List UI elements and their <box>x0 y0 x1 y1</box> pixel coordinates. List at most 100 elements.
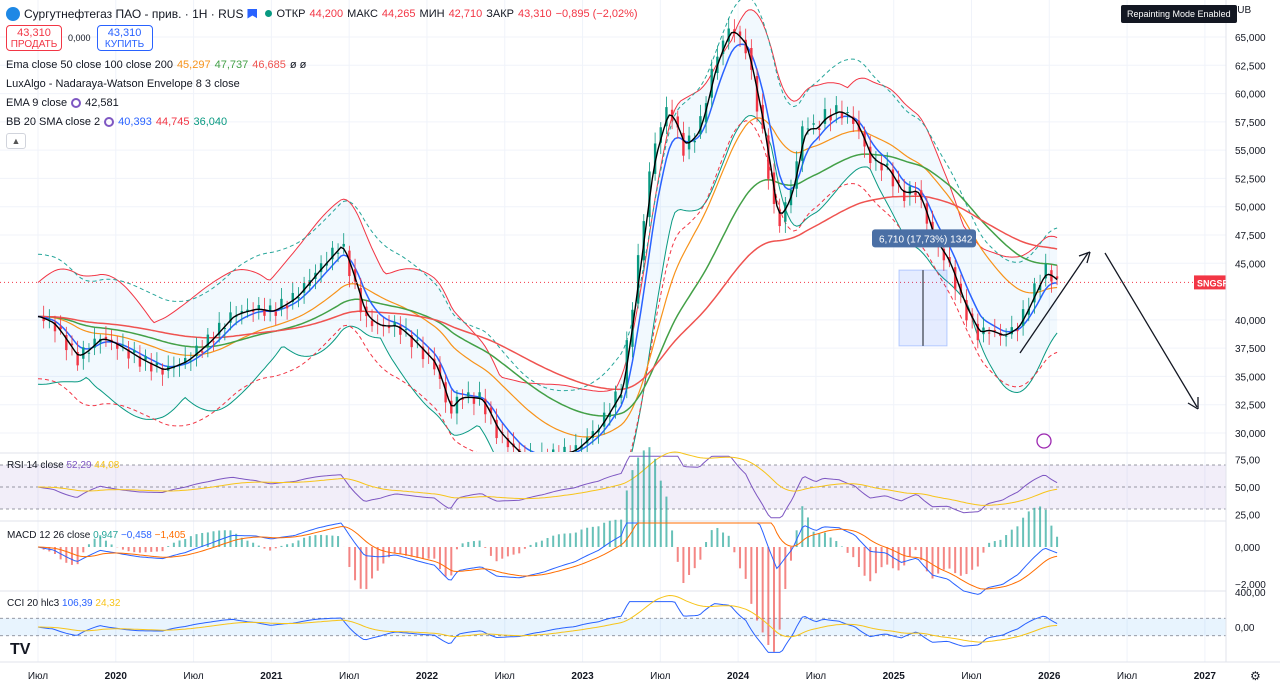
macd-histogram-bar <box>710 530 713 547</box>
spread-value: 0,000 <box>68 33 91 43</box>
macd-histogram-bar <box>308 536 311 547</box>
collapse-legend-icon[interactable]: ▲ <box>6 133 26 149</box>
macd-histogram-bar <box>178 540 181 547</box>
y-tick-label: 40,000 <box>1235 316 1266 327</box>
ema9-indicator-row[interactable]: EMA 9 close 42,581 <box>6 93 638 112</box>
macd-histogram-bar <box>121 547 124 550</box>
candle-body <box>574 445 578 452</box>
symbol-title[interactable]: Сургутнефтегаз ПАО - прив. · 1Н · RUS <box>24 6 244 21</box>
macd-histogram-bar <box>971 547 974 570</box>
candle-body <box>602 412 606 427</box>
macd-histogram-bar <box>767 547 770 645</box>
settings-icon[interactable] <box>71 97 82 108</box>
macd-histogram-bar <box>614 519 617 547</box>
candle-body <box>461 398 464 400</box>
macd-histogram-bar <box>201 532 204 547</box>
macd-histogram-bar <box>133 547 136 553</box>
bollinger-upper-line <box>37 9 1058 392</box>
currency-label[interactable]: RUB <box>1230 5 1252 16</box>
candle-body <box>1044 264 1047 279</box>
macd-histogram-bar <box>506 547 509 557</box>
candle-body <box>297 296 300 299</box>
macd-histogram-bar <box>269 547 272 551</box>
buy-button[interactable]: 43,310 КУПИТЬ <box>96 25 153 51</box>
candle-body <box>387 326 391 329</box>
candle-body <box>138 356 142 367</box>
macd-histogram-bar <box>478 540 481 547</box>
candle-body <box>1016 330 1019 332</box>
x-tick-label: Июл <box>1117 671 1137 682</box>
rsi-legend[interactable]: RSI 14 close 52,29 44,08 <box>7 460 119 471</box>
candle-body <box>727 28 730 42</box>
macd-histogram-bar <box>620 519 623 547</box>
bb-indicator-row[interactable]: BB 20 SMA close 2 40,393 44,745 36,040 <box>6 112 638 131</box>
candle-body <box>801 126 804 161</box>
candle-body <box>450 400 453 414</box>
cci-tick-label: 400,00 <box>1235 588 1266 599</box>
symbol-tag: SNGSP <box>1197 278 1229 288</box>
macd-histogram-bar <box>240 537 243 547</box>
candle-body <box>1033 283 1036 303</box>
time-axis: Июл 2020 Июл 2021 Июл 2022 Июл 2023 Июл 2024 Июл 20… <box>0 641 1280 683</box>
settings-icon[interactable] <box>104 116 115 127</box>
macd-histogram-bar <box>382 547 385 564</box>
macd-histogram-bar <box>495 547 498 562</box>
candle-body <box>886 163 889 166</box>
y-tick-label: 37,500 <box>1235 344 1266 355</box>
candle-body <box>976 323 980 341</box>
alert-icon <box>1036 433 1052 449</box>
ema-indicator-row[interactable]: Ema close 50 close 100 close 200 45,297 … <box>6 55 638 74</box>
macd-histogram-bar <box>1016 526 1019 547</box>
candle-body <box>767 135 770 179</box>
macd-histogram-bar <box>993 541 996 547</box>
candle-body <box>659 127 662 143</box>
candle-body <box>393 321 396 327</box>
candle-body <box>744 39 747 54</box>
candle-body <box>942 248 946 261</box>
candle-body <box>223 328 227 330</box>
macd-histogram-bar <box>631 470 634 547</box>
macd-histogram-bar <box>931 547 934 579</box>
macd-histogram-bar <box>291 543 294 547</box>
x-tick-label: Июл <box>183 671 203 682</box>
macd-histogram-bar <box>404 547 407 556</box>
bookmark-icon[interactable] <box>247 8 258 19</box>
macd-histogram-bar <box>512 547 515 555</box>
price-lines <box>37 0 1059 458</box>
macd-histogram-bar <box>427 547 430 559</box>
sell-button[interactable]: 43,310 ПРОДАТЬ <box>6 25 62 51</box>
candle-body <box>908 186 912 195</box>
macd-histogram-bar <box>393 547 396 553</box>
cci-legend[interactable]: CCI 20 hlc3 106,39 24,32 <box>7 598 120 609</box>
candle-body <box>840 111 844 119</box>
candle-body <box>280 298 283 310</box>
macd-tick-label: 0,000 <box>1235 543 1260 554</box>
macd-histogram-bar <box>314 535 317 547</box>
lux-indicator-row[interactable]: LuxAlgo - Nadaraya-Watson Envelope 8 3 c… <box>6 74 638 93</box>
macd-histogram-bar <box>189 536 192 547</box>
macd-histogram-bar <box>603 522 606 547</box>
bb-v1: 40,393 <box>118 115 152 128</box>
macd-histogram-bar <box>376 547 379 571</box>
candle-body <box>738 31 742 36</box>
ema-v3: 46,685 <box>252 58 286 71</box>
rsi-label: RSI 14 close <box>7 460 64 471</box>
candle-body <box>1010 327 1013 335</box>
candle-body <box>818 128 821 130</box>
macd-histogram-bar <box>1056 536 1059 547</box>
macd-histogram-bar <box>110 544 113 547</box>
candle-body <box>591 431 595 438</box>
macd-legend[interactable]: MACD 12 26 close 0,947 −0,458 −1,405 <box>7 530 186 541</box>
macd-histogram-bar <box>184 539 187 547</box>
sell-label: ПРОДАТЬ <box>10 39 58 50</box>
macd-histogram-bar <box>546 537 549 547</box>
x-tick-label: Июл <box>806 671 826 682</box>
open-label: ОТКР <box>276 7 306 20</box>
x-tick-label: Июл <box>650 671 670 682</box>
macd-histogram-bar <box>671 530 674 547</box>
candle-body <box>359 287 362 313</box>
candle-body <box>524 455 526 458</box>
macd-histogram-bar <box>399 547 402 555</box>
candle-body <box>263 309 266 316</box>
